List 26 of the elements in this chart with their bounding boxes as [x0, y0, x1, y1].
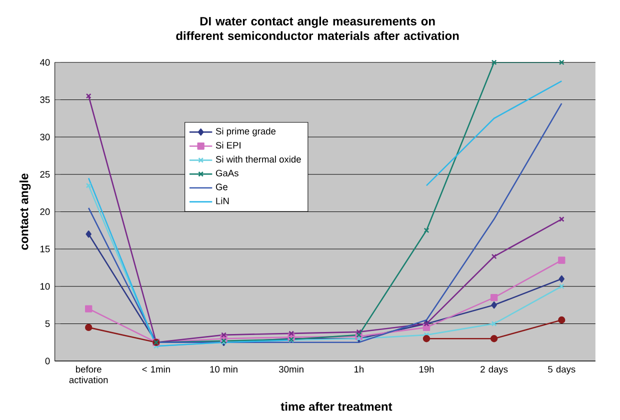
legend-label: LiN: [216, 198, 229, 204]
y-tick-label: 5: [45, 320, 50, 328]
chart-title: DI water contact angle measurements on different semiconductor materials after activation: [176, 16, 459, 40]
y-tick-label: 0: [45, 358, 50, 364]
x-tick-label: < 1min: [142, 366, 170, 373]
y-tick-label: 20: [40, 208, 50, 216]
legend-label: Si EPI: [216, 142, 240, 149]
legend-label: Si with thermal oxide: [216, 156, 301, 163]
y-axis-title: contact angle: [19, 174, 31, 250]
x-tick-label: 30min: [279, 366, 304, 373]
legend-label: Si prime grade: [216, 128, 276, 137]
y-tick-label: 35: [40, 96, 50, 104]
legend-label: GaAs: [216, 170, 238, 177]
legend-label: Ge: [216, 184, 228, 190]
y-tick-label: 40: [40, 59, 50, 66]
x-tick-label: 1h: [354, 366, 364, 373]
x-tick-label: 2 days: [480, 366, 508, 375]
y-tick-label: 15: [40, 246, 50, 252]
x-tick-label: before activation: [69, 366, 108, 384]
y-tick-label: 30: [40, 134, 50, 141]
x-tick-label: 10 min: [210, 366, 238, 373]
x-tick-label: 5 days: [548, 366, 576, 375]
x-axis-title: time after treatment: [280, 402, 392, 411]
x-tick-label: 19h: [419, 366, 434, 373]
y-tick-label: 25: [40, 171, 50, 178]
y-tick-label: 10: [40, 283, 50, 290]
